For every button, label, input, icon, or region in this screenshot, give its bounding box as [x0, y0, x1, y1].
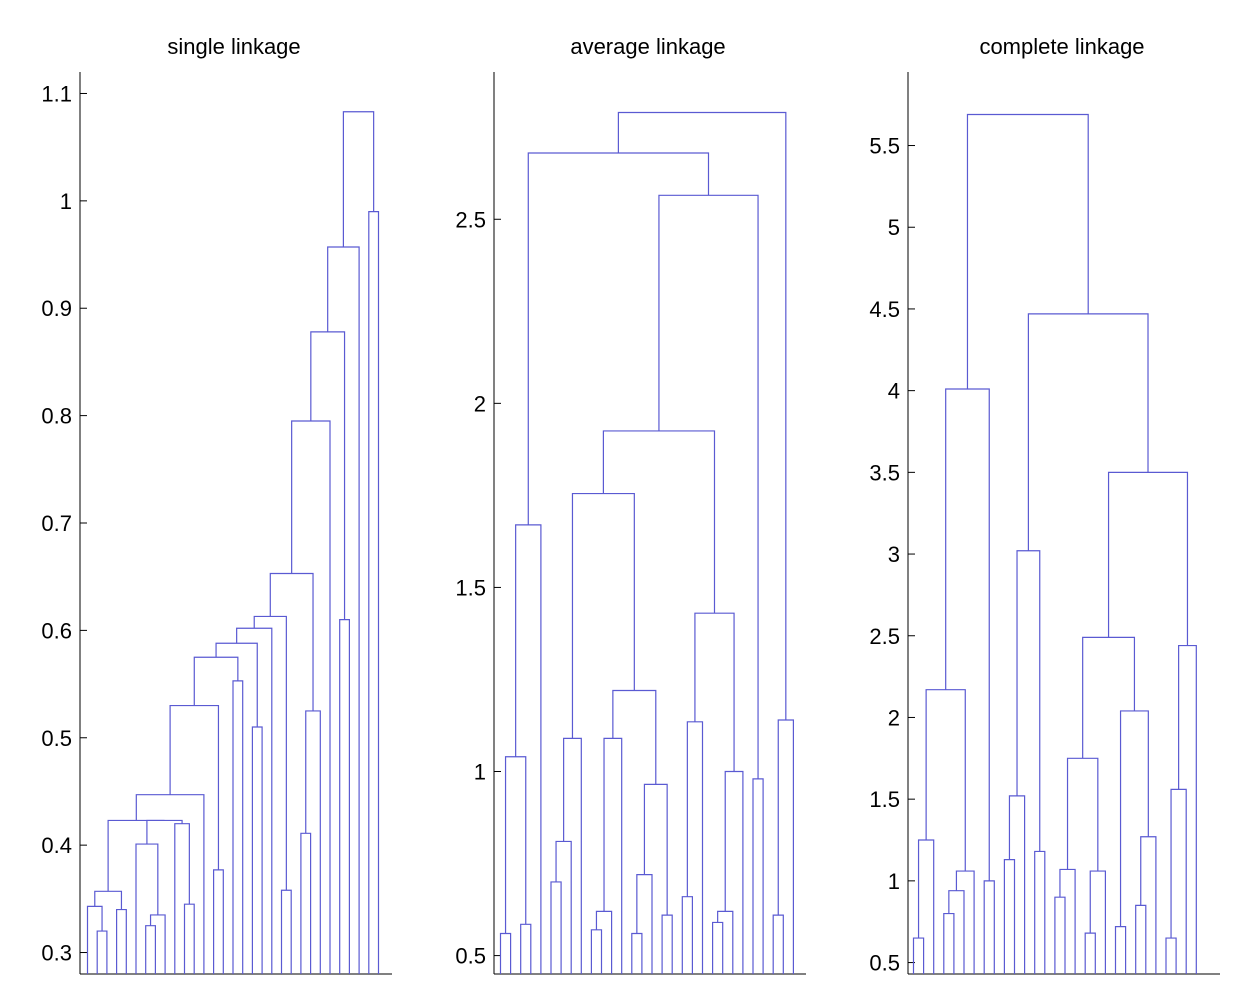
dendrogram-plot-area: 0.5 1 1.5 2 2.5 3 3.5 4 4.5 5 5.5 — [869, 72, 1220, 976]
y-tick-label: 2 — [474, 391, 486, 416]
dendrogram-link — [107, 819, 165, 892]
y-tick-label: 1 — [474, 760, 486, 785]
dendrogram-link — [1034, 850, 1046, 974]
y-tick-label: 4 — [888, 379, 900, 404]
dendrogram-link — [300, 832, 312, 974]
dendrogram-link — [342, 111, 375, 248]
y-tick-label: 2.5 — [869, 624, 900, 649]
y-tick-label: 0.5 — [869, 951, 900, 976]
dendrogram-link — [174, 823, 190, 974]
dendrogram-link — [617, 111, 787, 720]
y-tick-label: 0.4 — [41, 833, 72, 858]
y-tick-label: 0.3 — [41, 941, 72, 966]
dendrogram-link — [1008, 795, 1026, 974]
y-tick-label: 0.6 — [41, 618, 72, 643]
dendrogram-link — [280, 889, 292, 974]
dendrogram-link — [1135, 904, 1147, 974]
chart-title: average linkage — [570, 34, 725, 59]
y-tick-label: 0.9 — [41, 296, 72, 321]
y-tick-label: 0.7 — [41, 511, 72, 536]
dendrogram-link — [925, 689, 966, 872]
chart-title: complete linkage — [979, 34, 1144, 59]
y-tick-label: 5.5 — [869, 134, 900, 159]
dendrogram-link — [305, 710, 321, 974]
dendrogram-link — [636, 873, 653, 974]
y-tick-label: 1 — [60, 189, 72, 214]
dendrogram-link — [658, 194, 759, 779]
y-tick-label: 1 — [888, 869, 900, 894]
dendrogram-link — [146, 819, 183, 845]
panel-complete-linkage: complete linkage 0.5 1 1.5 2 2.5 3 3.5 4 4.5 5 5.5 — [869, 34, 1220, 976]
y-tick-label: 2 — [888, 705, 900, 730]
dendrogram-link — [681, 896, 693, 974]
dendrogram-link — [1027, 313, 1149, 551]
dendrogram-link — [1003, 859, 1016, 974]
panel-single-linkage: single linkage 0.3 0.4 0.5 0.6 0.7 0.8 0.9 1 1.1 — [41, 34, 392, 975]
panel-average-linkage: average linkage 0.5 1 1.5 2 2.5 — [455, 34, 806, 975]
dendrogram-link — [1119, 710, 1149, 927]
dendrogram-link — [310, 331, 346, 620]
dendrogram-link — [912, 937, 925, 974]
dendrogram-link — [643, 783, 668, 916]
chart-title: single linkage — [167, 34, 300, 59]
dendrogram-link — [1165, 937, 1177, 974]
y-tick-label: 4.5 — [869, 297, 900, 322]
dendrogram-link — [527, 152, 710, 525]
dendrogram-link — [983, 880, 995, 974]
y-tick-label: 1.5 — [869, 787, 900, 812]
y-tick-label: 0.8 — [41, 404, 72, 429]
y-tick-label: 2.5 — [455, 207, 486, 232]
dendrogram-link — [215, 642, 258, 728]
y-tick-label: 0.5 — [41, 726, 72, 751]
dendrogram-link — [943, 912, 955, 974]
dendrogram-link — [339, 619, 350, 974]
dendrogram-link — [966, 113, 1089, 390]
dendrogram-plot-area: 0.5 1 1.5 2 2.5 — [455, 72, 806, 975]
dendrogram-link — [145, 925, 156, 974]
dendrogram-link — [504, 756, 527, 934]
y-tick-label: 1.1 — [41, 81, 72, 106]
y-tick-label: 3.5 — [869, 460, 900, 485]
dendrogram-link — [327, 246, 360, 974]
dendrogram-link — [571, 492, 635, 739]
dendrogram-link — [94, 890, 123, 910]
dendrogram-link — [169, 704, 220, 870]
dendrogram-link — [96, 930, 108, 974]
dendrogram-link — [251, 726, 263, 974]
y-tick-label: 1.5 — [455, 575, 486, 600]
dendrogram-link — [661, 914, 673, 974]
dendrogram-link — [1084, 932, 1096, 974]
dendrogram-link — [135, 794, 205, 974]
dendrogram-plot-area: 0.3 0.4 0.5 0.6 0.7 0.8 0.9 1 1.1 — [41, 72, 392, 975]
dendrogram-link — [515, 524, 542, 974]
dendrogram-link — [772, 914, 784, 974]
y-tick-label: 0.5 — [455, 944, 486, 969]
y-tick-label: 5 — [888, 215, 900, 240]
y-tick-label: 3 — [888, 542, 900, 567]
